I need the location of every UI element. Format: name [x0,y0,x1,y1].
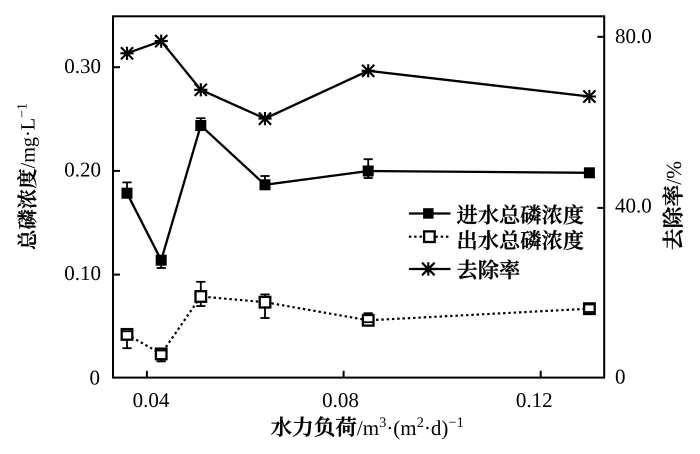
svg-text:80.0: 80.0 [615,24,652,48]
svg-text:/m3·(m2·d)−1: /m3·(m2·d)−1 [357,415,464,440]
svg-text:0.04: 0.04 [133,388,170,412]
svg-text:0.10: 0.10 [64,261,101,285]
svg-text:0.12: 0.12 [516,388,553,412]
svg-text:0.20: 0.20 [64,157,101,181]
svg-text:/%: /% [662,161,686,185]
svg-text:0.30: 0.30 [64,54,101,78]
svg-text:0: 0 [90,365,101,389]
svg-text:0.08: 0.08 [322,388,359,412]
svg-text:/mg·L−1: /mg·L−1 [16,103,40,168]
svg-text:40.0: 40.0 [615,193,652,217]
svg-text:0: 0 [615,365,626,389]
